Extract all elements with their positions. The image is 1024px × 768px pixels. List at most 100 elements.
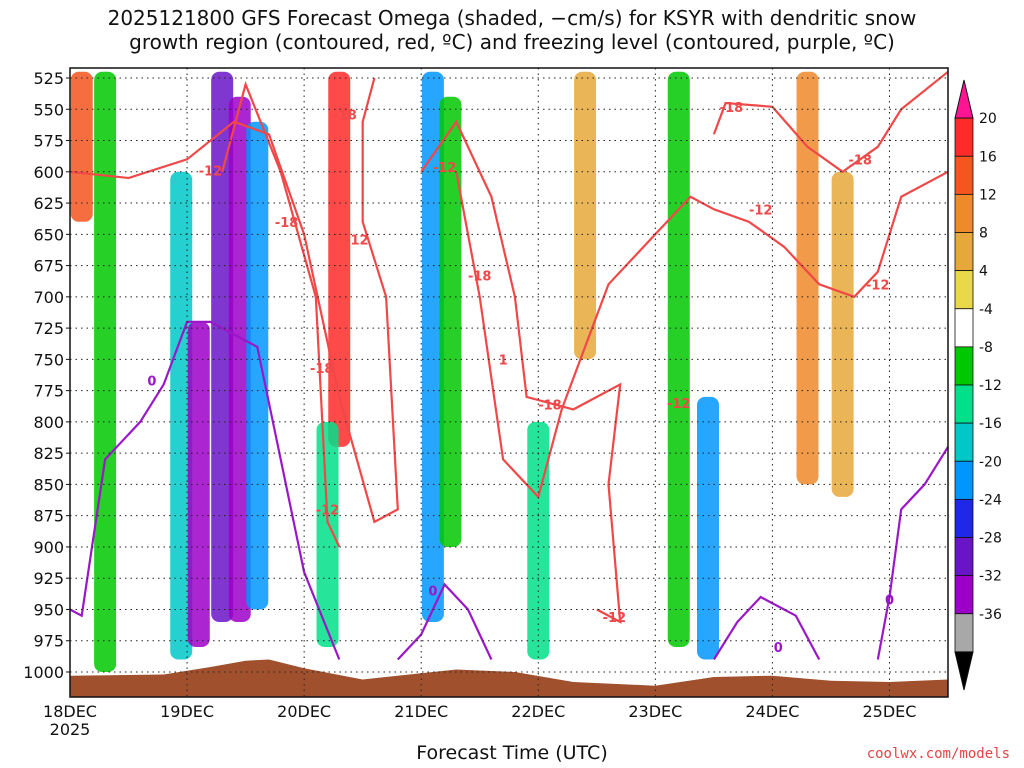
contour-label-19: 0 (885, 593, 894, 608)
contour-purple-3 (712, 595, 821, 661)
contour-labels: -18 -12 -18 -12 -12 -18 -18 -12 1 -18 -12 -18 -12 -18… (147, 101, 894, 656)
x-tick-label-20DEC: 20DEC (277, 702, 331, 721)
omega-band-7 (328, 71, 351, 447)
y-tick-label-525: 525 (33, 69, 64, 88)
credit-text: coolwx.com/models (866, 746, 1010, 762)
omega-band-17 (913, 71, 936, 447)
colorbar-swatch-8 (954, 384, 974, 424)
contour-label-17: 0 (428, 585, 437, 600)
contour-label-8: 1 (499, 353, 508, 368)
chart-title-line2: growth region (contoured, red, ºC) and f… (129, 30, 895, 54)
y-tick-label-725: 725 (33, 319, 64, 338)
x-tick-label-19DEC: 19DEC (160, 702, 214, 721)
x-axis-title: Forecast Time (UTC) (416, 742, 608, 764)
contour-purple-1 (69, 320, 341, 660)
y-tick-label-600: 600 (33, 163, 64, 182)
omega-band-10 (439, 96, 462, 547)
colorbar-swatch-14 (954, 613, 974, 653)
x-tick-label-18DEC: 18DEC (43, 702, 97, 721)
contour-label-9: -18 (538, 398, 562, 413)
contour-red-1 (69, 77, 399, 524)
contour-label-0: -18 (333, 108, 357, 123)
contour-layer (69, 70, 949, 661)
y-tick-label-875: 875 (33, 507, 64, 526)
colorbar-swatch-0 (954, 79, 974, 119)
y-tick-label-900: 900 (33, 538, 64, 557)
colorbar-label-2: 12 (979, 187, 997, 203)
y-tick-label-975: 975 (33, 632, 64, 651)
colorbar-swatch-10 (954, 460, 974, 500)
colorbar-label-8: -16 (979, 416, 1002, 432)
x-tick-label-22DEC: 22DEC (511, 702, 565, 721)
y-tick-label-650: 650 (33, 225, 64, 244)
colorbar-label-11: -28 (979, 531, 1002, 547)
contour-label-5: -18 (468, 270, 492, 285)
contour-label-2: -18 (275, 216, 299, 231)
x-year-label: 2025 (50, 720, 91, 739)
omega-band-8 (316, 421, 339, 647)
contour-label-15: -12 (603, 611, 627, 626)
y-tick-label-825: 825 (33, 444, 64, 463)
omega-band-14 (697, 396, 720, 660)
omega-band-1 (94, 71, 117, 672)
omega-band-6 (246, 121, 269, 610)
axes: 525 550 575 600 625 650 675 700 725 750 775 800 825 8… (23, 67, 949, 739)
colorbar-label-13: -36 (979, 607, 1002, 623)
plot-frame (69, 67, 949, 698)
contour-label-16: 0 (147, 375, 156, 390)
omega-band-16 (831, 171, 854, 497)
omega-band-11 (527, 421, 550, 660)
contour-red-3 (420, 119, 622, 624)
chart-title-line1: 2025121800 GFS Forecast Omega (shaded, −… (107, 6, 917, 30)
y-tick-label-925: 925 (33, 569, 64, 588)
y-tick-label-850: 850 (33, 475, 64, 494)
contour-purple-2 (396, 582, 493, 661)
colorbar-swatch-12 (954, 537, 974, 577)
contour-red-4 (455, 170, 949, 500)
contour-red-2 (221, 80, 341, 548)
contour-label-18: 0 (774, 641, 783, 656)
omega-band-9 (421, 71, 444, 622)
colorbar-swatch-13 (954, 575, 974, 615)
y-tick-label-575: 575 (33, 132, 64, 151)
colorbar-swatch-6 (954, 308, 974, 348)
y-tick-label-625: 625 (33, 194, 64, 213)
colorbar-label-9: -20 (979, 454, 1002, 470)
contour-label-6: -18 (310, 362, 334, 377)
colorbar-label-4: 4 (979, 264, 988, 280)
x-tick-label-21DEC: 21DEC (394, 702, 448, 721)
y-tick-label-950: 950 (33, 600, 64, 619)
contour-label-3: -12 (345, 233, 369, 248)
omega-band-5 (228, 96, 251, 622)
y-tick-label-550: 550 (33, 100, 64, 119)
contour-label-10: -12 (667, 397, 691, 412)
x-tick-label-25DEC: 25DEC (862, 702, 916, 721)
y-tick-label-1000: 1000 (23, 663, 64, 682)
colorbar-swatch-3 (954, 193, 974, 233)
contour-purple-4 (876, 446, 949, 660)
colorbar-label-1: 16 (979, 149, 997, 165)
omega-band-12 (574, 71, 597, 360)
omega-shading-layer (70, 71, 936, 672)
omega-band-0 (70, 71, 93, 222)
colorbar-swatch-4 (954, 232, 974, 272)
y-tick-label-700: 700 (33, 288, 64, 307)
x-tick-label-23DEC: 23DEC (628, 702, 682, 721)
omega-band-3 (187, 321, 210, 647)
colorbar-label-6: -8 (979, 340, 993, 356)
y-tick-label-775: 775 (33, 382, 64, 401)
colorbar-swatch-5 (954, 270, 974, 310)
y-tick-label-675: 675 (33, 257, 64, 276)
terrain-layer (70, 659, 948, 697)
contour-label-1: -12 (199, 165, 223, 180)
colorbar-swatch-11 (954, 498, 974, 538)
colorbar-label-5: -4 (979, 302, 993, 318)
contour-label-7: -12 (316, 503, 340, 518)
gridlines (70, 68, 948, 697)
colorbar-label-10: -24 (979, 492, 1002, 508)
y-tick-label-750: 750 (33, 350, 64, 369)
contour-label-4: -12 (433, 161, 457, 176)
colorbar-label-0: 20 (979, 111, 997, 127)
contour-label-12: -12 (749, 203, 773, 218)
